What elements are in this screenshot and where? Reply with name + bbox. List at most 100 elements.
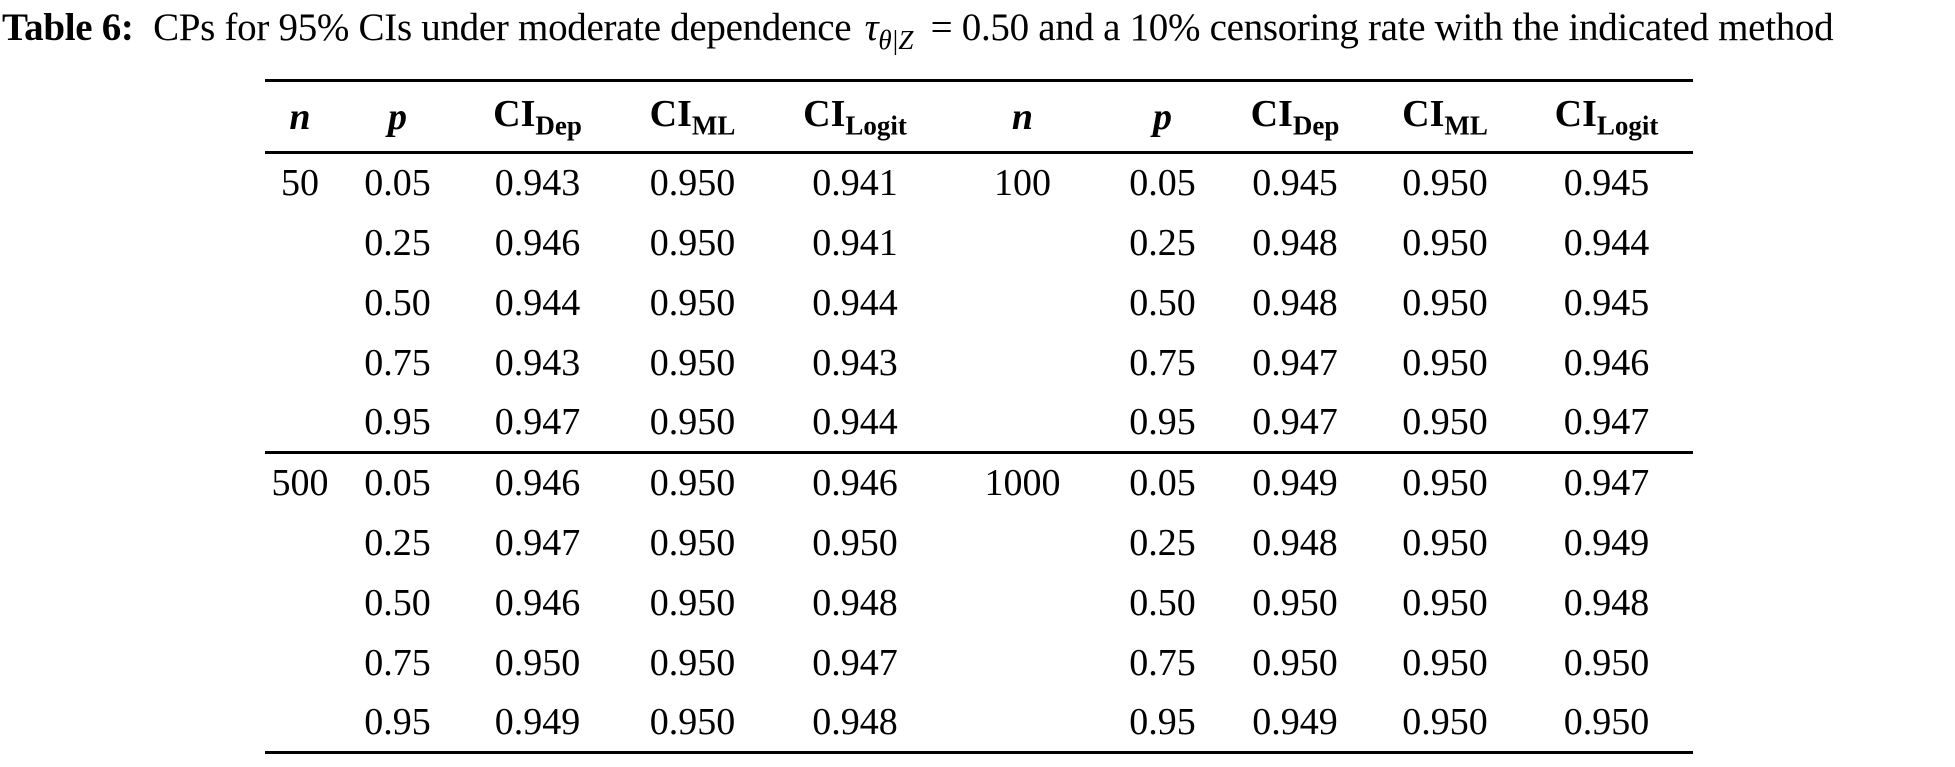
table-cell: 0.943: [812, 341, 898, 384]
table-cell: [265, 213, 335, 273]
header-base: p: [1153, 95, 1172, 138]
tau-symbol: τ: [864, 6, 879, 49]
table-cell: [265, 273, 335, 333]
table-row: 0.50 0.946 0.950 0.948 0.50 0.950 0.950 0.948: [265, 573, 1693, 633]
table-cell: 0.950: [1402, 641, 1488, 684]
table-row: 0.25 0.947 0.950 0.950 0.25 0.948 0.950 0.949: [265, 513, 1693, 573]
header-base: CI: [1554, 92, 1597, 135]
table-cell: 0.950: [649, 221, 736, 264]
table-cell: 0.75: [364, 341, 431, 384]
table-cell: [265, 513, 335, 573]
table-cell: 0.50: [364, 281, 431, 324]
table-cell: 0.948: [1252, 281, 1338, 324]
table-row: 0.50 0.944 0.950 0.944 0.50 0.948 0.950 0.945: [265, 273, 1693, 333]
table-cell: 0.947: [1520, 451, 1693, 513]
table-cell: 0.944: [812, 400, 898, 443]
header-base: CI: [493, 92, 536, 135]
column-header-ci-ml: CIML: [615, 81, 770, 153]
header-base: CI: [803, 92, 846, 135]
table-cell: 500: [265, 451, 335, 513]
header-subscript: Logit: [845, 110, 907, 141]
header-base: p: [388, 95, 407, 138]
table-cell: 0.950: [615, 451, 770, 513]
table-cell: 0.950: [1252, 581, 1338, 624]
header-base: n: [1011, 95, 1034, 138]
table-cell: 0.946: [1563, 341, 1650, 384]
table-cell: 0.949: [1563, 521, 1650, 564]
table-cell: 0.25: [1129, 221, 1196, 264]
table-cell: [265, 693, 335, 753]
table-cell: 0.946: [494, 581, 581, 624]
table-cell: [265, 393, 335, 453]
table-cell: 0.948: [812, 581, 898, 624]
table-cell: 0.949: [1252, 700, 1338, 743]
table-cell: 0.943: [494, 341, 581, 384]
table-cell: 0.948: [812, 700, 898, 743]
table-cell: 0.945: [1563, 281, 1650, 324]
table-cell: 0.950: [649, 162, 736, 205]
table-cell: 50: [281, 162, 319, 205]
table-cell: 100: [994, 162, 1051, 205]
table-row: 50 0.05 0.943 0.950 0.941 100 0.05 0.945 0.950 0.…: [265, 153, 1693, 213]
table-cell: 0.50: [364, 581, 431, 624]
table-cell: [940, 573, 1105, 633]
table-cell: 0.948: [1252, 521, 1338, 564]
table-cell: 0.950: [649, 641, 736, 684]
table-row: 0.25 0.946 0.950 0.941 0.25 0.948 0.950 0.944: [265, 213, 1693, 273]
table-row: 0.95 0.949 0.950 0.948 0.95 0.949 0.950 0.950: [265, 693, 1693, 753]
table-cell: [940, 693, 1105, 753]
table-cell: 0.947: [812, 641, 898, 684]
table-cell: [265, 633, 335, 693]
table-cell: 0.05: [1105, 451, 1220, 513]
table-cell: 0.946: [460, 451, 615, 513]
header-subscript: ML: [691, 110, 736, 141]
table-cell: 0.950: [812, 521, 898, 564]
header-row: n p CIDep CIML CILogit n p CIDep CIML CILogit: [265, 81, 1693, 153]
table-cell: 0.950: [649, 281, 736, 324]
table-cell: 0.50: [1129, 581, 1196, 624]
table-cell: 0.950: [1402, 221, 1488, 264]
table-cell: 0.946: [494, 221, 581, 264]
column-header-n: n: [940, 81, 1105, 153]
table-header: n p CIDep CIML CILogit n p CIDep CIML CILogit: [265, 81, 1693, 153]
table-cell: 0.945: [1563, 162, 1650, 205]
table-cell: [265, 573, 335, 633]
table-cell: [940, 393, 1105, 453]
table-cell: 0.950: [1402, 521, 1488, 564]
table-cell: 0.950: [1402, 162, 1488, 205]
header-subscript: Dep: [1292, 110, 1340, 141]
table-cell: 0.50: [1129, 281, 1196, 324]
table-cell: 0.95: [364, 400, 431, 443]
table-row: 0.95 0.947 0.950 0.944 0.95 0.947 0.950 0.947: [265, 393, 1693, 453]
column-header-n: n: [265, 81, 335, 153]
table-cell: 0.25: [1129, 521, 1196, 564]
table-cell: 0.944: [812, 281, 898, 324]
table-cell: 0.947: [1252, 400, 1338, 443]
table-cell: 0.950: [1402, 341, 1488, 384]
tau-subscript: θ|Z: [878, 24, 914, 55]
header-subscript: Dep: [535, 110, 582, 141]
table-cell: 0.950: [1402, 400, 1488, 443]
table-row: 0.75 0.943 0.950 0.943 0.75 0.947 0.950 0.946: [265, 333, 1693, 393]
table-cell: 0.945: [1252, 162, 1338, 205]
table-row: 500 0.05 0.946 0.950 0.946 1000 0.05 0.949 0.950…: [265, 451, 1693, 513]
table-row: 0.75 0.950 0.950 0.947 0.75 0.950 0.950 0.950: [265, 633, 1693, 693]
table-cell: 0.950: [649, 521, 736, 564]
table-cell: 0.05: [335, 451, 460, 513]
table-cell: 0.95: [1129, 400, 1196, 443]
table-cell: 0.941: [812, 221, 898, 264]
header-base: CI: [1250, 92, 1293, 135]
table-cell: 0.25: [364, 221, 431, 264]
table-cell: 0.944: [494, 281, 581, 324]
column-header-p: p: [1105, 81, 1220, 153]
column-header-ci-ml: CIML: [1370, 81, 1520, 153]
column-header-p: p: [335, 81, 460, 153]
table-cell: 0.75: [1129, 341, 1196, 384]
table-caption-text-before: CPs for 95% CIs under moderate dependenc…: [153, 6, 852, 49]
column-header-ci-logit: CILogit: [1520, 81, 1693, 153]
table-cell: 0.950: [1370, 451, 1520, 513]
column-header-ci-dep: CIDep: [460, 81, 615, 153]
table-cell: 0.943: [494, 162, 581, 205]
table-cell: 0.950: [1252, 641, 1338, 684]
table-cell: 0.948: [1252, 221, 1338, 264]
